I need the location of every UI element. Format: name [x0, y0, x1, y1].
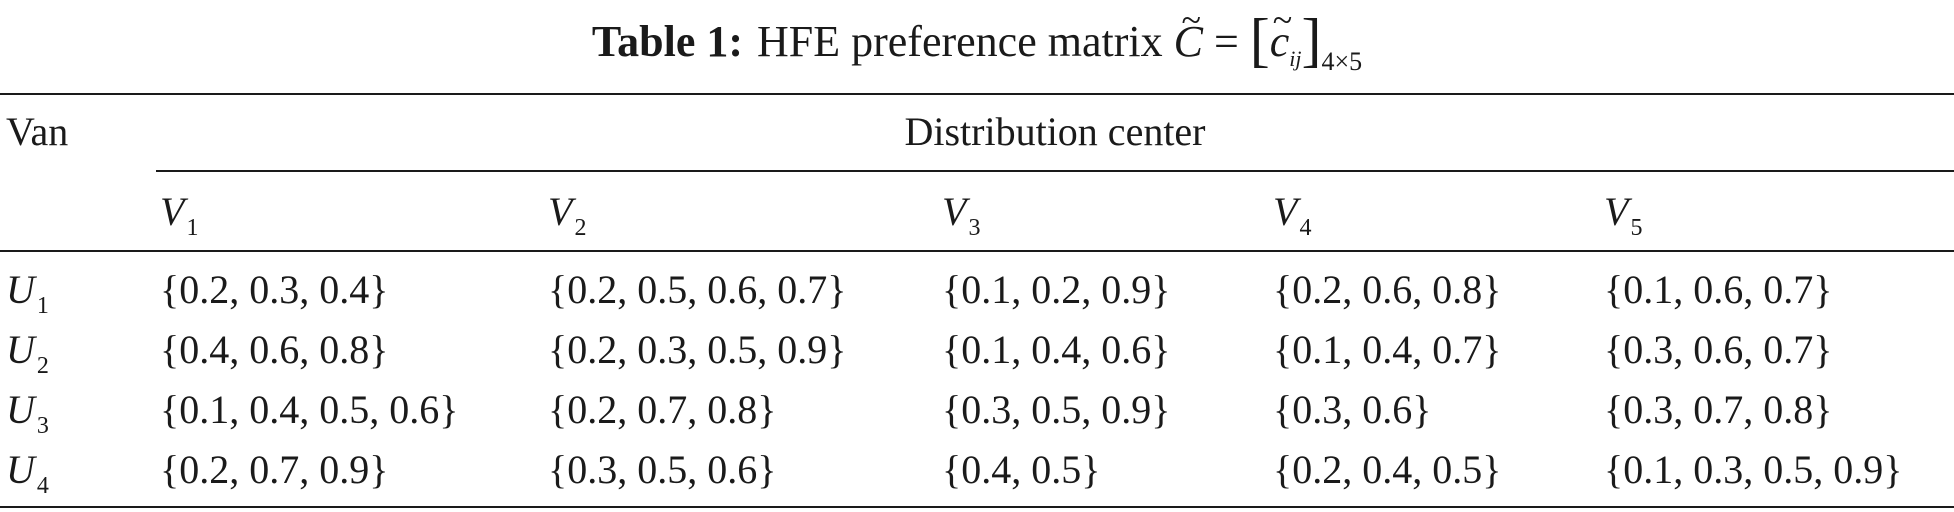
table-cell: {0.1, 0.4, 0.5, 0.6} [160, 387, 459, 432]
caption-element-index: ij [1289, 46, 1302, 71]
table-cell: {0.2, 0.7, 0.9} [160, 447, 389, 492]
table-top-rule [0, 93, 1954, 95]
caption-close-bracket: ] [1301, 7, 1322, 73]
table-cell: {0.2, 0.3, 0.4} [160, 267, 389, 312]
table-cell: {0.3, 0.5, 0.9} [942, 387, 1171, 432]
table-cell: {0.3, 0.6, 0.7} [1604, 327, 1833, 372]
table-cell: {0.4, 0.6, 0.8} [160, 327, 389, 372]
row-label-u4: U4 [6, 447, 49, 499]
caption-dims: 4×5 [1321, 47, 1363, 76]
group-header-rule [156, 170, 1954, 172]
table-bottom-rule [0, 506, 1954, 508]
caption-text: HFE preference matrix [757, 17, 1163, 66]
table-cell: {0.3, 0.7, 0.8} [1604, 387, 1833, 432]
table-cell: {0.1, 0.3, 0.5, 0.9} [1604, 447, 1903, 492]
caption-open-bracket: [ [1249, 7, 1270, 73]
column-header-rule [0, 250, 1954, 252]
table-cell: {0.1, 0.4, 0.7} [1273, 327, 1502, 372]
caption-element: ~ c [1269, 0, 1292, 68]
row-header: Van [6, 109, 69, 154]
caption-matrix-symbol: ~ C [1173, 0, 1203, 68]
table-cell: {0.1, 0.2, 0.9} [942, 267, 1171, 312]
table-caption: Table 1: HFE preference matrix ~ C = [~ cij… [0, 0, 1954, 88]
caption-symbol-tilde: ~ [1181, 0, 1201, 40]
caption-element-tilde: ~ [1272, 0, 1293, 40]
row-label-u3: U3 [6, 387, 49, 439]
table-cell: {0.4, 0.5} [942, 447, 1101, 492]
table-cell: {0.1, 0.4, 0.6} [942, 327, 1171, 372]
caption-symbol: C [1173, 17, 1203, 66]
table-cell: {0.2, 0.6, 0.8} [1273, 267, 1502, 312]
table-cell: {0.3, 0.5, 0.6} [548, 447, 777, 492]
column-header-v2: V2 [548, 189, 587, 241]
table-cell: {0.3, 0.6} [1273, 387, 1432, 432]
table-cell: {0.2, 0.5, 0.6, 0.7} [548, 267, 847, 312]
column-header-v4: V4 [1273, 189, 1312, 241]
row-label-u1: U1 [6, 267, 49, 319]
table-cell: {0.2, 0.4, 0.5} [1273, 447, 1502, 492]
caption-equals: = [1213, 17, 1239, 66]
table-cell: {0.2, 0.7, 0.8} [548, 387, 777, 432]
caption-label: Table 1: [591, 17, 743, 66]
row-label-u2: U2 [6, 327, 49, 379]
column-header-v5: V5 [1604, 189, 1643, 241]
column-header-v3: V3 [942, 189, 981, 241]
caption-element-symbol: c [1269, 17, 1290, 66]
table-cell: {0.1, 0.6, 0.7} [1604, 267, 1833, 312]
table-cell: {0.2, 0.3, 0.5, 0.9} [548, 327, 847, 372]
group-header: Distribution center [904, 109, 1206, 154]
column-header-v1: V1 [160, 189, 199, 241]
